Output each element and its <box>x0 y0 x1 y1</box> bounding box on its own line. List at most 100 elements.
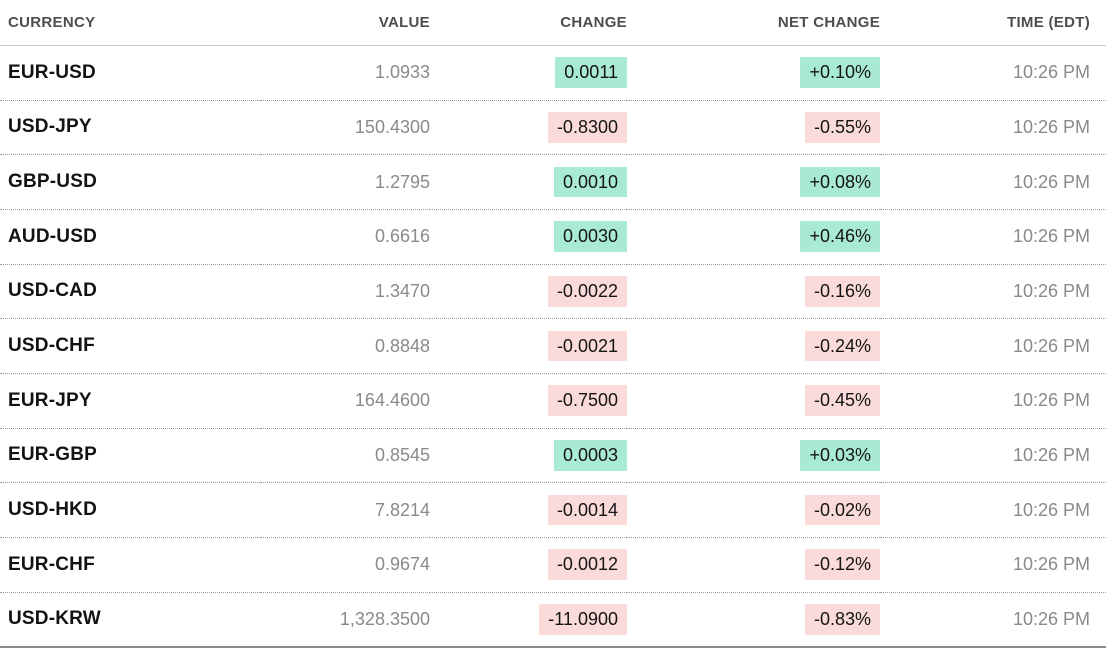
value-text: 0.9674 <box>374 554 430 575</box>
value-text: 1,328.3500 <box>339 608 430 629</box>
value-text: 150.4300 <box>354 116 430 137</box>
currency-pair-label[interactable]: USD-CHF <box>8 335 95 357</box>
value-text: 0.8545 <box>374 444 430 465</box>
currency-pair-cell[interactable]: USD-CAD <box>0 264 260 320</box>
table-row: USD-CAD 1.3470 -0.0022 -0.16% 10:26 PM <box>0 264 1106 320</box>
value-cell: 7.8214 <box>260 482 430 538</box>
time-cell: 10:26 PM <box>880 318 1106 374</box>
table-body: EUR-USD 1.0933 0.0011 +0.10% 10:26 PM US… <box>0 45 1106 647</box>
time-text: 10:26 PM <box>1012 226 1090 247</box>
currency-pair-label[interactable]: USD-JPY <box>8 116 92 138</box>
time-text: 10:26 PM <box>1012 499 1090 520</box>
value-cell: 0.6616 <box>260 209 430 265</box>
net-change-cell: +0.08% <box>627 154 880 210</box>
time-cell: 10:26 PM <box>880 482 1106 538</box>
currency-pair-cell[interactable]: AUD-USD <box>0 209 260 265</box>
currency-pair-label[interactable]: AUD-USD <box>8 225 98 247</box>
net-change-cell: -0.12% <box>627 537 880 593</box>
time-cell: 10:26 PM <box>880 154 1106 210</box>
value-text: 1.3470 <box>374 280 430 301</box>
value-cell: 1.2795 <box>260 154 430 210</box>
change-cell: 0.0030 <box>430 209 627 265</box>
value-cell: 150.4300 <box>260 100 430 156</box>
currency-pair-cell[interactable]: EUR-USD <box>0 45 260 101</box>
time-cell: 10:26 PM <box>880 45 1106 101</box>
currency-pair-label[interactable]: EUR-GBP <box>8 444 98 466</box>
change-badge: 0.0003 <box>553 440 627 471</box>
net-change-badge: -0.45% <box>804 385 880 417</box>
net-change-cell: -0.83% <box>627 592 880 646</box>
time-text: 10:26 PM <box>1012 171 1090 192</box>
value-cell: 0.9674 <box>260 537 430 593</box>
change-cell: 0.0003 <box>430 428 627 484</box>
change-cell: -0.8300 <box>430 100 627 156</box>
change-cell: -11.0900 <box>430 592 627 646</box>
change-cell: 0.0010 <box>430 154 627 210</box>
currency-pair-cell[interactable]: EUR-CHF <box>0 537 260 593</box>
value-text: 1.2795 <box>374 171 430 192</box>
value-cell: 1,328.3500 <box>260 592 430 646</box>
column-header-value: VALUE <box>260 0 430 46</box>
currency-pair-cell[interactable]: GBP-USD <box>0 154 260 210</box>
change-cell: -0.0014 <box>430 482 627 538</box>
table-row: USD-HKD 7.8214 -0.0014 -0.02% 10:26 PM <box>0 482 1106 538</box>
net-change-cell: -0.24% <box>627 318 880 374</box>
currency-pair-cell[interactable]: EUR-JPY <box>0 373 260 429</box>
table-header-row: CURRENCY VALUE CHANGE NET CHANGE TIME (E… <box>0 0 1106 46</box>
time-cell: 10:26 PM <box>880 100 1106 156</box>
currency-pair-label[interactable]: GBP-USD <box>8 171 98 193</box>
time-text: 10:26 PM <box>1012 116 1090 137</box>
value-cell: 1.0933 <box>260 45 430 101</box>
change-badge: -0.0014 <box>547 494 627 526</box>
net-change-cell: +0.03% <box>627 428 880 484</box>
change-badge: 0.0030 <box>553 221 627 253</box>
change-badge: 0.0010 <box>553 166 627 198</box>
currency-pair-cell[interactable]: EUR-GBP <box>0 428 260 484</box>
value-text: 0.8848 <box>374 335 430 356</box>
currency-pair-cell[interactable]: USD-KRW <box>0 592 260 646</box>
time-cell: 10:26 PM <box>880 428 1106 484</box>
table-row: EUR-CHF 0.9674 -0.0012 -0.12% 10:26 PM <box>0 537 1106 593</box>
net-change-cell: -0.02% <box>627 482 880 538</box>
column-header-currency: CURRENCY <box>0 0 260 46</box>
net-change-cell: -0.55% <box>627 100 880 156</box>
table-row: EUR-GBP 0.8545 0.0003 +0.03% 10:26 PM <box>0 428 1106 484</box>
time-cell: 10:26 PM <box>880 209 1106 265</box>
table-row: USD-KRW 1,328.3500 -11.0900 -0.83% 10:26… <box>0 592 1106 646</box>
currency-pair-label[interactable]: EUR-CHF <box>8 553 95 575</box>
net-change-cell: +0.46% <box>627 209 880 265</box>
net-change-badge: -0.83% <box>804 603 880 635</box>
change-cell: -0.0012 <box>430 537 627 593</box>
currency-pair-label[interactable]: USD-KRW <box>8 608 101 630</box>
net-change-badge: +0.03% <box>800 440 880 471</box>
value-text: 164.4600 <box>354 390 430 411</box>
currency-pair-label[interactable]: USD-CAD <box>8 280 98 302</box>
change-badge: -0.7500 <box>547 385 627 417</box>
net-change-cell: -0.45% <box>627 373 880 429</box>
currency-pair-label[interactable]: EUR-USD <box>8 61 96 83</box>
table-row: EUR-USD 1.0933 0.0011 +0.10% 10:26 PM <box>0 45 1106 101</box>
net-change-cell: -0.16% <box>627 264 880 320</box>
change-cell: -0.0021 <box>430 318 627 374</box>
time-text: 10:26 PM <box>1012 608 1090 629</box>
time-cell: 10:26 PM <box>880 537 1106 593</box>
net-change-badge: -0.24% <box>804 330 880 362</box>
net-change-badge: +0.46% <box>800 221 880 253</box>
currency-pair-cell[interactable]: USD-HKD <box>0 482 260 538</box>
change-badge: 0.0011 <box>555 57 627 89</box>
currency-pair-label[interactable]: EUR-JPY <box>8 389 92 411</box>
time-text: 10:26 PM <box>1012 280 1090 301</box>
value-text: 7.8214 <box>374 499 430 520</box>
table-row: GBP-USD 1.2795 0.0010 +0.08% 10:26 PM <box>0 154 1106 210</box>
net-change-badge: +0.10% <box>800 57 880 89</box>
net-change-badge: +0.08% <box>800 166 880 198</box>
currency-pair-cell[interactable]: USD-JPY <box>0 100 260 156</box>
currency-pair-label[interactable]: USD-HKD <box>8 499 98 521</box>
table-row: AUD-USD 0.6616 0.0030 +0.46% 10:26 PM <box>0 209 1106 265</box>
time-text: 10:26 PM <box>1012 62 1090 83</box>
change-cell: -0.7500 <box>430 373 627 429</box>
change-cell: 0.0011 <box>430 45 627 101</box>
currency-pair-cell[interactable]: USD-CHF <box>0 318 260 374</box>
